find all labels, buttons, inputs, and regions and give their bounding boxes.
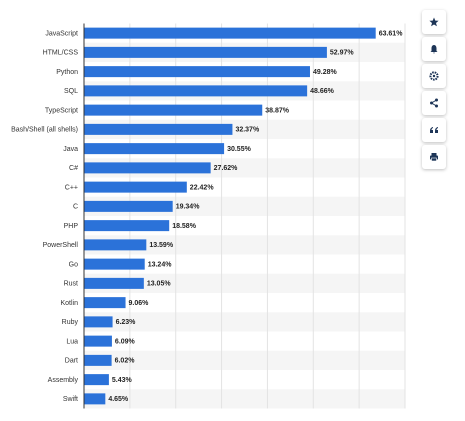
bar — [84, 335, 112, 347]
bar — [84, 316, 113, 328]
value-label: 18.58% — [172, 223, 197, 230]
value-label: 22.42% — [190, 184, 215, 191]
y-tick-label: Assembly — [48, 377, 79, 384]
row-stripe — [84, 235, 405, 255]
y-tick-label: TypeScript — [45, 107, 78, 114]
y-tick-label: Ruby — [62, 319, 79, 326]
value-label: 13.24% — [148, 261, 173, 268]
bar — [84, 66, 310, 78]
y-tick-label: Go — [69, 261, 78, 268]
y-tick-label: PowerShell — [43, 242, 79, 249]
bar — [84, 46, 327, 58]
value-label: 13.59% — [149, 242, 174, 249]
y-tick-label: Java — [63, 146, 78, 153]
bar — [84, 123, 233, 135]
notification-button[interactable] — [422, 37, 446, 61]
value-label: 6.02% — [115, 358, 136, 365]
bar — [84, 162, 211, 174]
value-label: 32.37% — [235, 127, 260, 134]
y-tick-label: Python — [56, 69, 78, 76]
value-label: 6.23% — [116, 319, 137, 326]
row-stripe — [84, 312, 405, 332]
chart: JavaScript 63.61% HTML/CSS 52.97% Python 49.2… — [11, 23, 406, 409]
y-tick-label: JavaScript — [45, 30, 78, 37]
bar — [84, 104, 263, 116]
y-tick-label: C — [73, 204, 78, 211]
bar — [84, 85, 308, 97]
bar — [84, 277, 144, 289]
y-tick-label: HTML/CSS — [43, 50, 79, 57]
value-label: 48.66% — [310, 88, 335, 95]
value-label: 4.65% — [108, 396, 129, 403]
y-tick-label: C++ — [65, 184, 78, 191]
value-label: 49.28% — [313, 69, 338, 76]
bar — [84, 27, 376, 39]
value-label: 19.34% — [176, 204, 201, 211]
y-tick-label: SQL — [64, 88, 78, 95]
value-label: 9.06% — [129, 300, 150, 307]
bar — [84, 374, 109, 386]
value-label: 38.87% — [265, 107, 290, 114]
value-label: 6.09% — [115, 338, 136, 345]
value-label: 5.43% — [112, 377, 133, 384]
settings-button[interactable] — [422, 64, 446, 88]
bar — [84, 393, 106, 405]
value-label: 63.61% — [379, 30, 404, 37]
row-stripe — [84, 273, 405, 293]
row-stripe — [84, 389, 405, 409]
bar — [84, 220, 170, 232]
y-tick-label: PHP — [64, 223, 79, 230]
print-button[interactable] — [422, 145, 446, 169]
y-tick-label: Rust — [64, 281, 78, 288]
value-label: 27.62% — [214, 165, 239, 172]
value-label: 13.05% — [147, 281, 172, 288]
bar — [84, 258, 145, 270]
y-tick-label: Swift — [63, 396, 78, 403]
y-tick-label: Dart — [65, 358, 78, 365]
y-tick-label: C# — [69, 165, 78, 172]
y-tick-label: Lua — [66, 338, 78, 345]
favorite-button[interactable] — [422, 10, 446, 34]
toolbar — [422, 10, 448, 172]
bar — [84, 200, 173, 212]
y-tick-label: Bash/Shell (all shells) — [11, 127, 78, 134]
bar — [84, 354, 112, 366]
value-label: 30.55% — [227, 146, 252, 153]
y-tick-label: Kotlin — [60, 300, 78, 307]
bar — [84, 239, 147, 251]
row-stripe — [84, 350, 405, 370]
cite-button[interactable] — [422, 118, 446, 142]
share-button[interactable] — [422, 91, 446, 115]
value-label: 52.97% — [330, 50, 355, 57]
bar — [84, 143, 225, 155]
bar — [84, 181, 187, 193]
bar — [84, 297, 126, 309]
